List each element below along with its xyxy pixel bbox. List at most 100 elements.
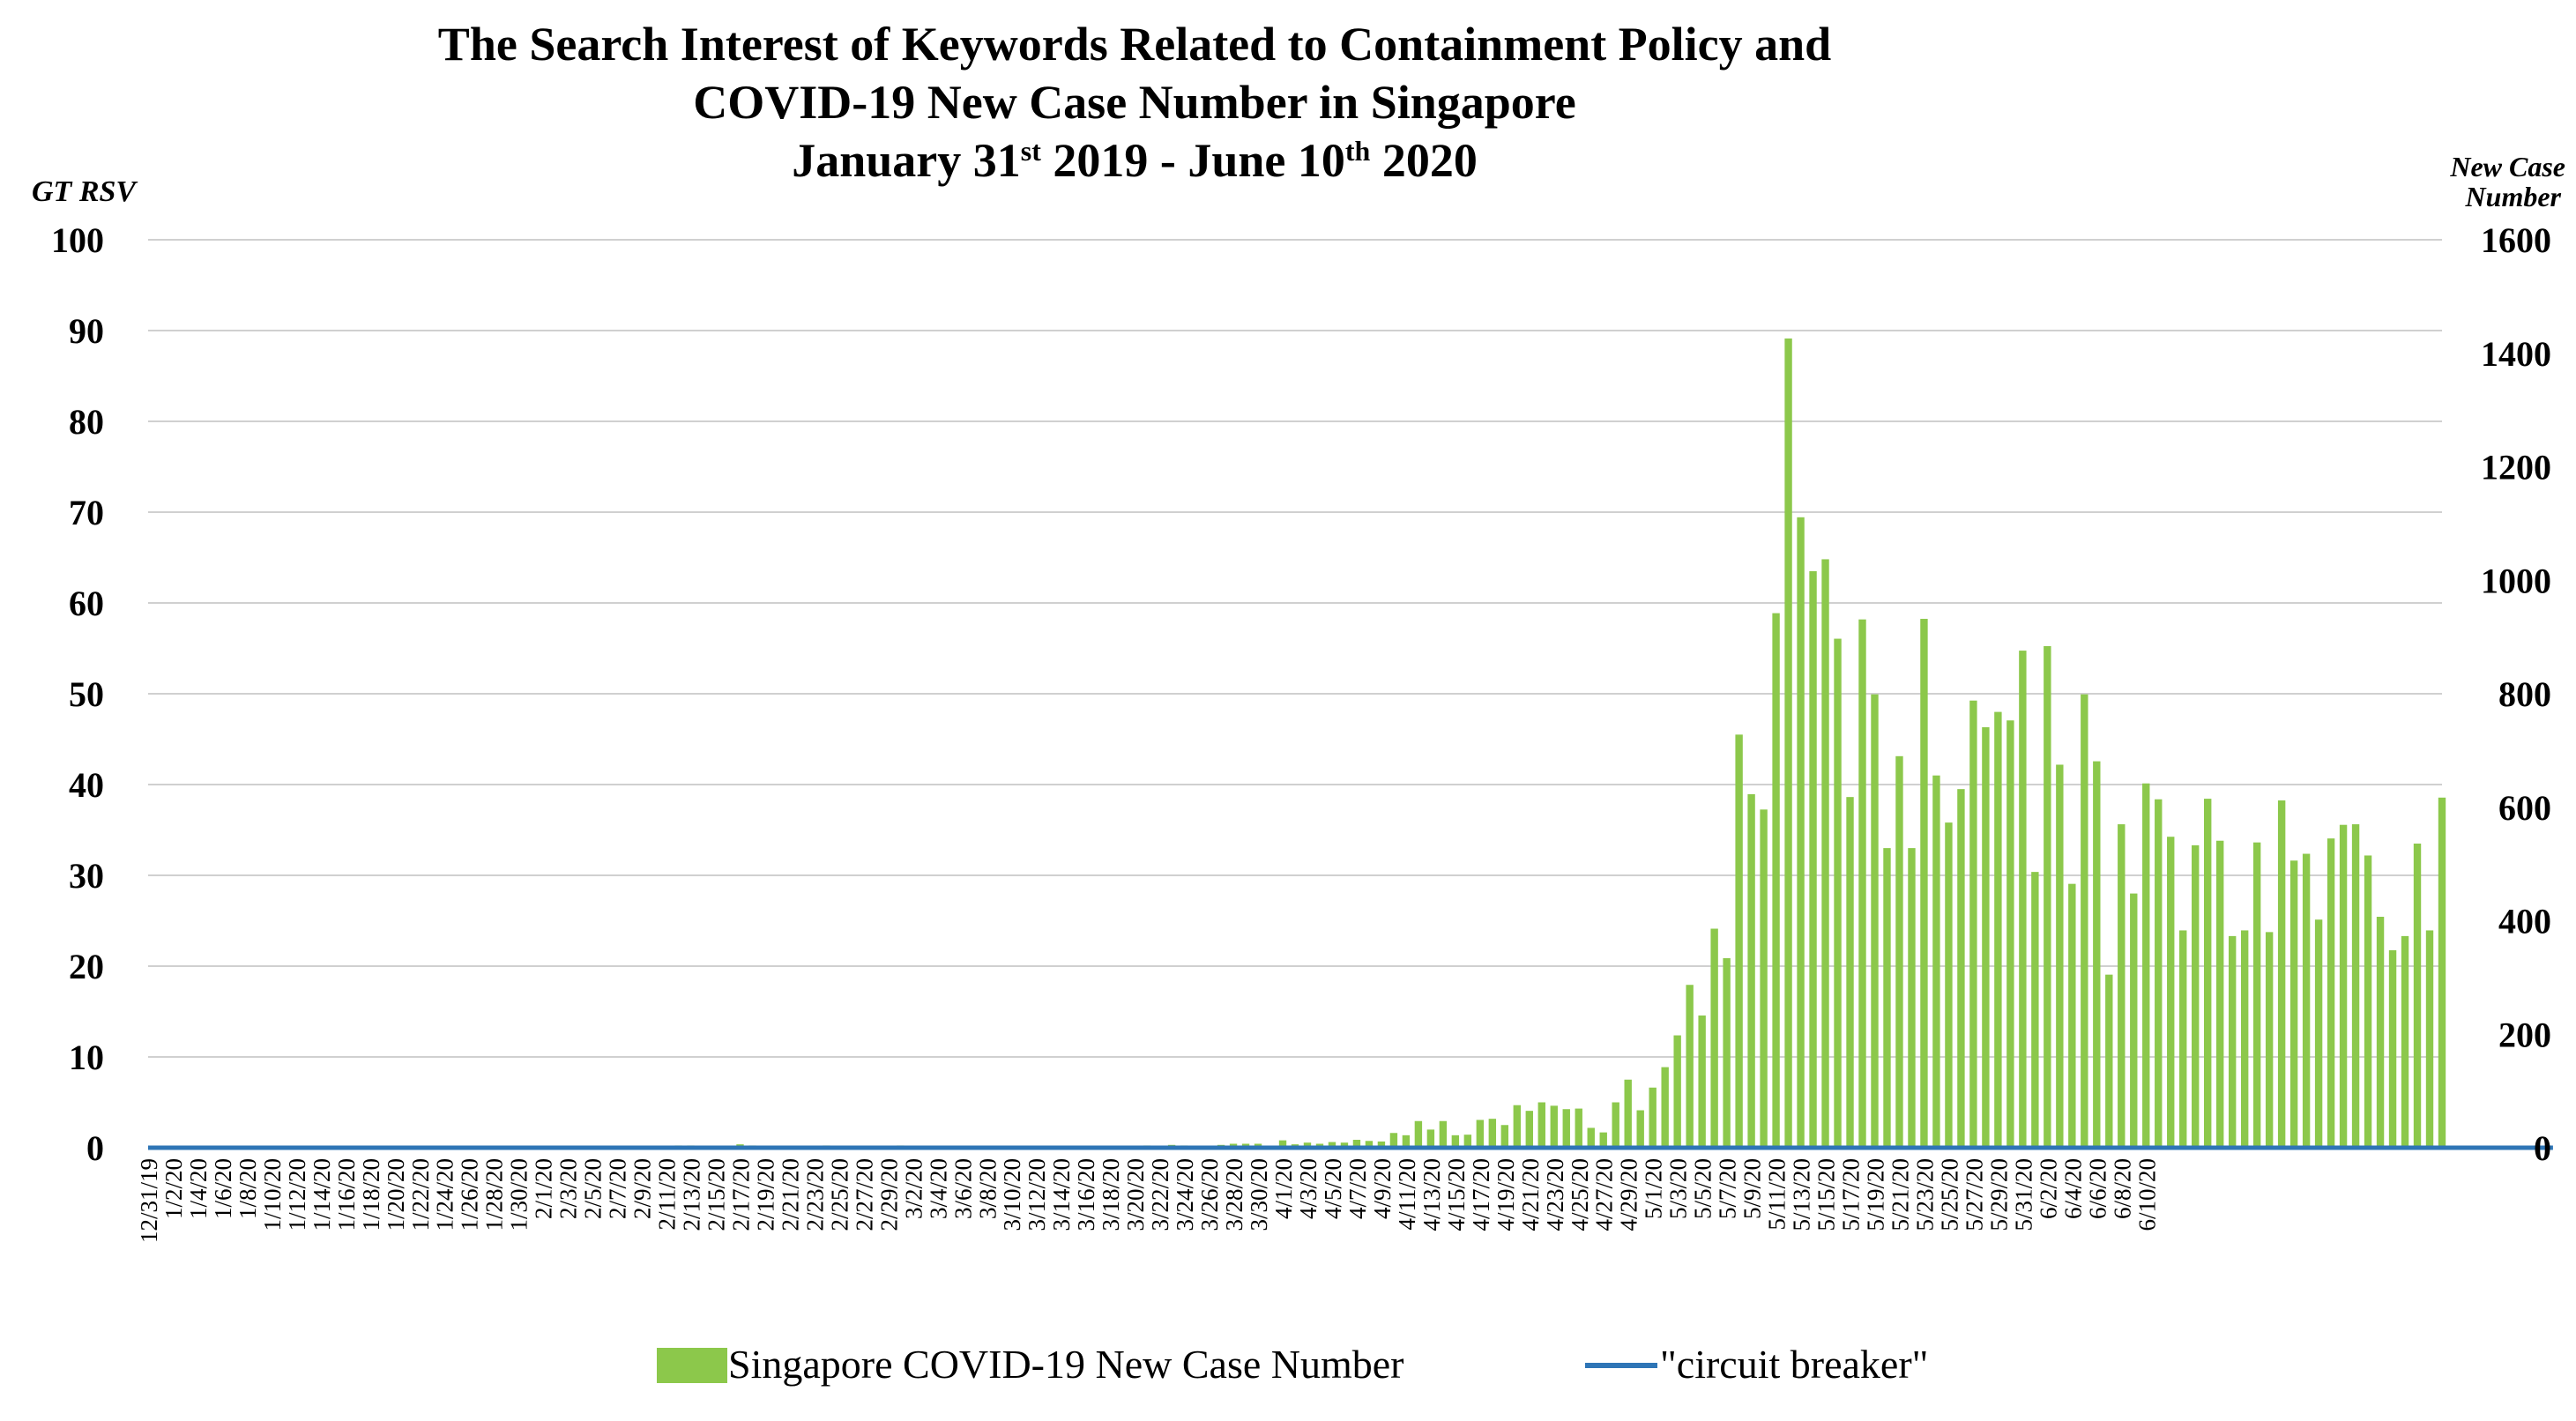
- left-tick-label: 100: [51, 220, 104, 260]
- chart-title: The Search Interest of Keywords Related …: [438, 18, 1831, 187]
- subtitle-part-2: 2019 - June 10: [1041, 134, 1345, 187]
- right-tick-label: 200: [2498, 1015, 2551, 1054]
- x-tick-label: 4/25/20: [1567, 1158, 1593, 1231]
- bar: [1821, 559, 1829, 1148]
- bar: [1550, 1105, 1558, 1148]
- x-tick-label: 6/4/20: [2059, 1158, 2086, 1219]
- title-line-1: The Search Interest of Keywords Related …: [438, 18, 1831, 71]
- left-axis-ticks: 0 10 20 30 40 50 60 70 80 90 100: [51, 220, 104, 1168]
- bar: [2019, 651, 2027, 1148]
- x-tick-label: 3/18/20: [1098, 1158, 1124, 1231]
- subtitle-sup-1: st: [1021, 135, 1041, 167]
- right-tick-label: 600: [2498, 788, 2551, 828]
- bar: [2413, 843, 2422, 1148]
- left-tick-label: 30: [69, 856, 104, 896]
- bar: [1303, 1142, 1312, 1148]
- x-tick-label: 2/9/20: [629, 1158, 656, 1219]
- bar: [2056, 764, 2064, 1148]
- bar: [1945, 822, 1953, 1148]
- bar: [1723, 957, 1731, 1148]
- bar: [2142, 783, 2150, 1148]
- right-tick-label: 1000: [2481, 561, 2551, 600]
- x-tick-label: 5/17/20: [1838, 1158, 1865, 1231]
- left-tick-label: 80: [69, 402, 104, 442]
- x-tick-label: 3/24/20: [1172, 1158, 1198, 1231]
- bar: [1686, 985, 1694, 1148]
- left-tick-label: 40: [69, 765, 104, 805]
- bar: [1525, 1111, 1533, 1148]
- x-tick-label: 2/19/20: [752, 1158, 778, 1231]
- bar: [1537, 1102, 1545, 1148]
- bar: [1772, 613, 1780, 1148]
- bar: [1797, 517, 1805, 1148]
- x-tick-label: 4/11/20: [1394, 1158, 1420, 1231]
- bar: [2105, 974, 2113, 1148]
- x-tick-label: 3/2/20: [900, 1158, 927, 1219]
- x-tick-label: 3/12/20: [1024, 1158, 1050, 1231]
- x-tick-label: 3/10/20: [999, 1158, 1025, 1231]
- x-tick-label: 2/23/20: [801, 1158, 828, 1231]
- x-tick-label: 5/3/20: [1665, 1158, 1692, 1219]
- title-line-3: January 31st 2019 - June 10th 2020: [792, 134, 1478, 187]
- bar: [1500, 1125, 1509, 1148]
- x-tick-label: 3/8/20: [974, 1158, 1001, 1219]
- bar: [2277, 800, 2286, 1148]
- left-tick-label: 50: [69, 674, 104, 714]
- x-tick-label: 2/29/20: [875, 1158, 902, 1231]
- right-tick-label: 1400: [2481, 334, 2551, 374]
- left-tick-label: 10: [69, 1038, 104, 1077]
- bar: [1858, 619, 1866, 1148]
- right-tick-label: 800: [2498, 674, 2551, 714]
- x-tick-label: 6/8/20: [2109, 1158, 2135, 1219]
- bar: [1389, 1133, 1398, 1148]
- bar: [1488, 1119, 1497, 1148]
- bar: [2364, 855, 2372, 1148]
- x-tick-label: 1/2/20: [160, 1158, 187, 1219]
- bar: [1957, 789, 1965, 1148]
- bar: [1871, 694, 1879, 1148]
- right-tick-label: 1600: [2481, 220, 2551, 260]
- right-axis-ticks: 0 200 400 600 800 1000 1200 1400 1600: [2481, 220, 2551, 1168]
- x-tick-label: 5/21/20: [1887, 1158, 1913, 1231]
- bar: [1414, 1120, 1423, 1148]
- x-tick-label: 5/19/20: [1862, 1158, 1888, 1231]
- x-tick-label: 4/9/20: [1369, 1158, 1396, 1219]
- subtitle-sup-2: th: [1345, 135, 1371, 167]
- bar: [1698, 1016, 1706, 1148]
- x-axis-ticks: 12/31/191/2/201/4/201/6/201/8/201/10/201…: [136, 1158, 2160, 1243]
- bar: [2327, 838, 2335, 1148]
- bar: [1377, 1141, 1386, 1148]
- x-tick-label: 5/23/20: [1911, 1158, 1938, 1231]
- left-tick-label: 0: [86, 1128, 104, 1168]
- x-tick-label: 4/15/20: [1443, 1158, 1470, 1231]
- x-tick-label: 4/5/20: [1320, 1158, 1346, 1219]
- bar: [1710, 928, 1718, 1148]
- bar: [1587, 1127, 1595, 1148]
- x-tick-label: 1/22/20: [407, 1158, 434, 1231]
- x-tick-label: 4/29/20: [1616, 1158, 1642, 1231]
- x-tick-label: 5/15/20: [1813, 1158, 1840, 1231]
- x-tick-label: 5/13/20: [1789, 1158, 1815, 1231]
- bar: [1328, 1142, 1336, 1148]
- x-tick-label: 2/1/20: [531, 1158, 557, 1219]
- bar: [1883, 848, 1891, 1148]
- bar: [1463, 1135, 1472, 1148]
- bar: [2215, 840, 2224, 1148]
- bar: [1451, 1135, 1460, 1148]
- x-tick-label: 1/10/20: [259, 1158, 286, 1231]
- x-tick-label: 2/5/20: [580, 1158, 607, 1219]
- x-tick-label: 2/13/20: [679, 1158, 705, 1231]
- x-tick-label: 4/21/20: [1517, 1158, 1544, 1231]
- x-tick-label: 1/18/20: [358, 1158, 384, 1231]
- bar: [2438, 797, 2446, 1148]
- x-tick-label: 5/7/20: [1715, 1158, 1741, 1219]
- bar: [2167, 837, 2175, 1148]
- right-tick-label: 1200: [2481, 448, 2551, 487]
- x-tick-label: 1/26/20: [457, 1158, 483, 1231]
- bar: [2265, 932, 2274, 1148]
- legend-bar-swatch: [657, 1348, 727, 1383]
- bar: [2314, 919, 2323, 1148]
- x-tick-label: 4/17/20: [1468, 1158, 1494, 1231]
- x-tick-label: 3/26/20: [1196, 1158, 1223, 1231]
- x-tick-label: 4/23/20: [1542, 1158, 1568, 1231]
